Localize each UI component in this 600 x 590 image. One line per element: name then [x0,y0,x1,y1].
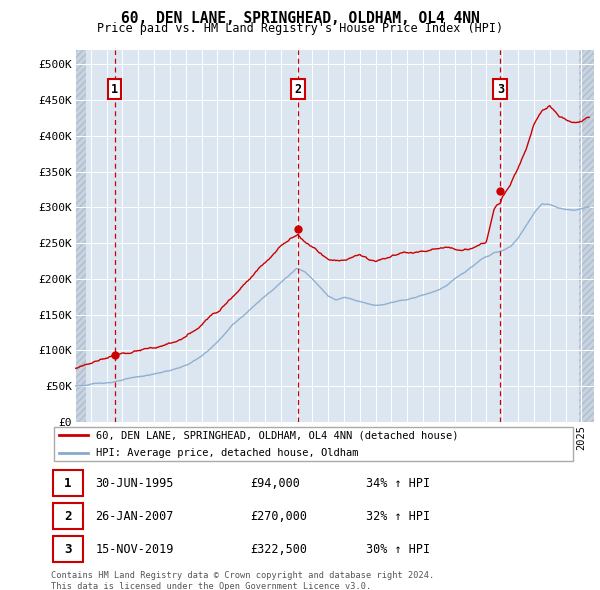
Text: £94,000: £94,000 [251,477,301,490]
Text: 3: 3 [497,83,504,96]
Text: 2: 2 [64,510,71,523]
Text: £270,000: £270,000 [251,510,308,523]
Text: 32% ↑ HPI: 32% ↑ HPI [366,510,430,523]
Text: HPI: Average price, detached house, Oldham: HPI: Average price, detached house, Oldh… [95,448,358,458]
Text: 26-JAN-2007: 26-JAN-2007 [95,510,174,523]
FancyBboxPatch shape [53,503,83,529]
Text: 2: 2 [294,83,301,96]
FancyBboxPatch shape [53,470,83,496]
Text: 30-JUN-1995: 30-JUN-1995 [95,477,174,490]
FancyBboxPatch shape [53,536,83,562]
Text: 30% ↑ HPI: 30% ↑ HPI [366,543,430,556]
Text: 60, DEN LANE, SPRINGHEAD, OLDHAM, OL4 4NN: 60, DEN LANE, SPRINGHEAD, OLDHAM, OL4 4N… [121,11,479,25]
Text: Contains HM Land Registry data © Crown copyright and database right 2024.
This d: Contains HM Land Registry data © Crown c… [51,571,434,590]
Text: £322,500: £322,500 [251,543,308,556]
Text: 1: 1 [64,477,71,490]
Bar [579,50,598,422]
Text: 3: 3 [64,543,71,556]
Text: 15-NOV-2019: 15-NOV-2019 [95,543,174,556]
Text: Price paid vs. HM Land Registry's House Price Index (HPI): Price paid vs. HM Land Registry's House … [97,22,503,35]
Bar [75,50,86,422]
FancyBboxPatch shape [53,427,574,461]
Text: 34% ↑ HPI: 34% ↑ HPI [366,477,430,490]
Text: 1: 1 [111,83,118,96]
Text: 60, DEN LANE, SPRINGHEAD, OLDHAM, OL4 4NN (detached house): 60, DEN LANE, SPRINGHEAD, OLDHAM, OL4 4N… [95,430,458,440]
